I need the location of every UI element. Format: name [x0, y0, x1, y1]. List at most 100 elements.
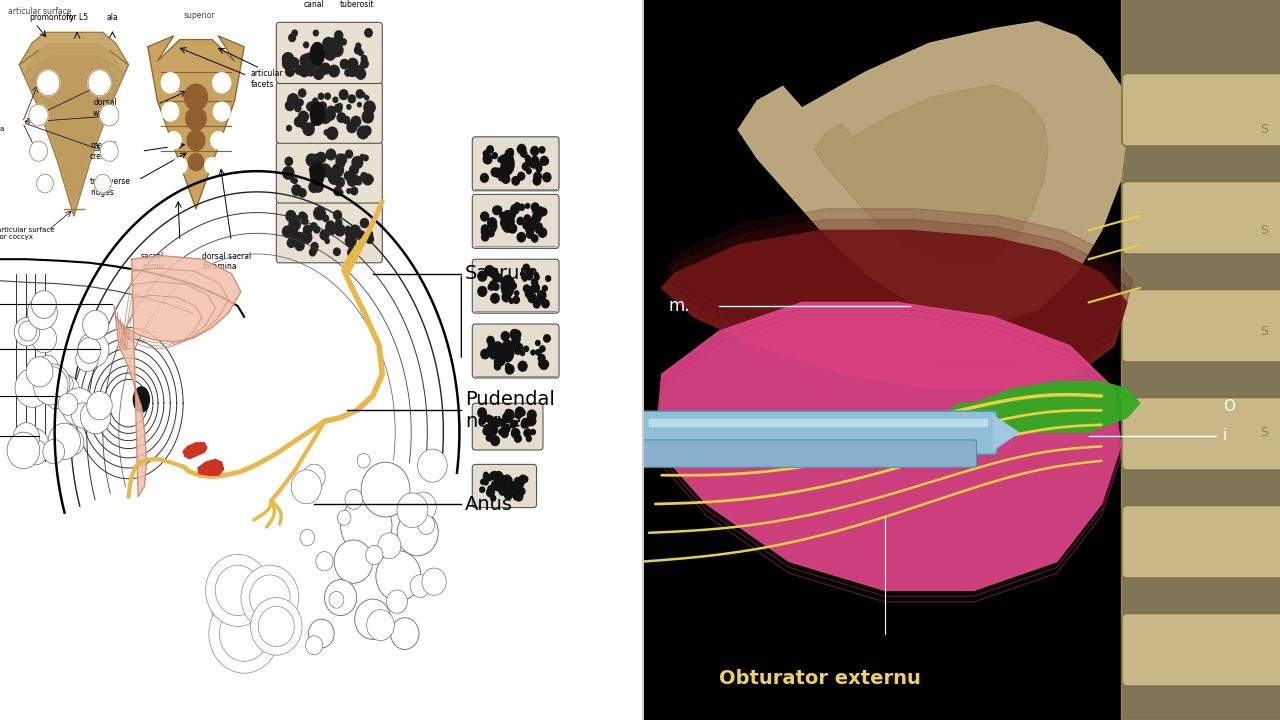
Circle shape: [259, 606, 294, 647]
Circle shape: [292, 185, 301, 195]
Circle shape: [490, 426, 498, 433]
Circle shape: [301, 213, 307, 221]
Circle shape: [515, 291, 518, 295]
Circle shape: [293, 179, 297, 184]
Circle shape: [334, 104, 342, 112]
Circle shape: [241, 565, 298, 630]
Circle shape: [296, 66, 303, 75]
Circle shape: [525, 156, 530, 161]
Circle shape: [294, 216, 300, 220]
Circle shape: [515, 347, 521, 354]
Ellipse shape: [502, 276, 515, 297]
Circle shape: [325, 223, 337, 235]
Circle shape: [332, 44, 343, 56]
Circle shape: [325, 238, 329, 243]
Ellipse shape: [310, 102, 324, 125]
Circle shape: [329, 114, 333, 119]
Circle shape: [527, 415, 536, 426]
Circle shape: [366, 235, 374, 243]
Circle shape: [490, 351, 497, 359]
Circle shape: [530, 222, 536, 229]
Circle shape: [215, 565, 260, 616]
Circle shape: [328, 107, 335, 114]
Circle shape: [484, 474, 489, 480]
Circle shape: [495, 348, 500, 354]
Circle shape: [378, 533, 401, 559]
Circle shape: [291, 178, 296, 183]
Circle shape: [19, 321, 37, 341]
Circle shape: [364, 156, 369, 161]
Circle shape: [353, 176, 360, 183]
Polygon shape: [814, 85, 1048, 266]
Circle shape: [508, 224, 517, 233]
Circle shape: [326, 127, 338, 140]
Circle shape: [531, 429, 535, 435]
Circle shape: [520, 475, 526, 483]
Text: Sacrum: Sacrum: [465, 264, 539, 283]
Circle shape: [502, 334, 508, 341]
Circle shape: [100, 141, 118, 161]
Circle shape: [187, 130, 205, 150]
Circle shape: [361, 173, 367, 179]
Circle shape: [33, 366, 68, 405]
Circle shape: [526, 273, 530, 278]
FancyBboxPatch shape: [639, 411, 997, 454]
Circle shape: [499, 481, 504, 487]
Circle shape: [484, 154, 492, 164]
Circle shape: [298, 189, 306, 197]
Circle shape: [513, 330, 521, 339]
Circle shape: [481, 212, 489, 221]
Text: S: S: [1260, 123, 1268, 136]
Circle shape: [300, 212, 306, 220]
Circle shape: [481, 230, 485, 235]
Circle shape: [527, 410, 536, 420]
Polygon shape: [739, 22, 1126, 324]
Circle shape: [540, 156, 548, 165]
Circle shape: [289, 218, 301, 230]
Circle shape: [481, 233, 489, 241]
Circle shape: [513, 494, 520, 500]
Circle shape: [357, 454, 370, 468]
Circle shape: [32, 325, 56, 353]
Circle shape: [301, 231, 312, 243]
Circle shape: [351, 187, 357, 194]
Circle shape: [492, 222, 497, 229]
Circle shape: [328, 222, 333, 228]
Circle shape: [357, 160, 361, 166]
Circle shape: [495, 472, 502, 479]
Circle shape: [329, 66, 339, 77]
Circle shape: [544, 335, 550, 342]
Circle shape: [366, 610, 394, 641]
Circle shape: [481, 349, 489, 359]
Circle shape: [502, 332, 509, 341]
Circle shape: [521, 150, 527, 157]
Ellipse shape: [310, 42, 324, 66]
Circle shape: [480, 418, 485, 424]
FancyBboxPatch shape: [472, 403, 543, 450]
Circle shape: [29, 104, 49, 126]
Circle shape: [27, 296, 58, 329]
Circle shape: [517, 145, 526, 154]
Circle shape: [494, 358, 502, 366]
Circle shape: [507, 148, 513, 155]
Circle shape: [329, 172, 339, 184]
Circle shape: [512, 176, 520, 185]
Circle shape: [490, 495, 495, 501]
Circle shape: [526, 274, 532, 280]
Text: articular surface: articular surface: [8, 7, 72, 17]
Circle shape: [526, 230, 534, 238]
Circle shape: [520, 410, 525, 416]
Circle shape: [531, 284, 539, 292]
Circle shape: [531, 149, 535, 153]
Circle shape: [87, 392, 113, 420]
Circle shape: [298, 89, 306, 97]
Circle shape: [527, 218, 536, 228]
Circle shape: [490, 472, 497, 480]
Circle shape: [540, 346, 545, 352]
FancyBboxPatch shape: [472, 464, 536, 508]
Circle shape: [311, 246, 317, 253]
Circle shape: [100, 104, 119, 126]
Circle shape: [365, 29, 372, 37]
Circle shape: [360, 154, 365, 160]
Circle shape: [337, 158, 343, 166]
